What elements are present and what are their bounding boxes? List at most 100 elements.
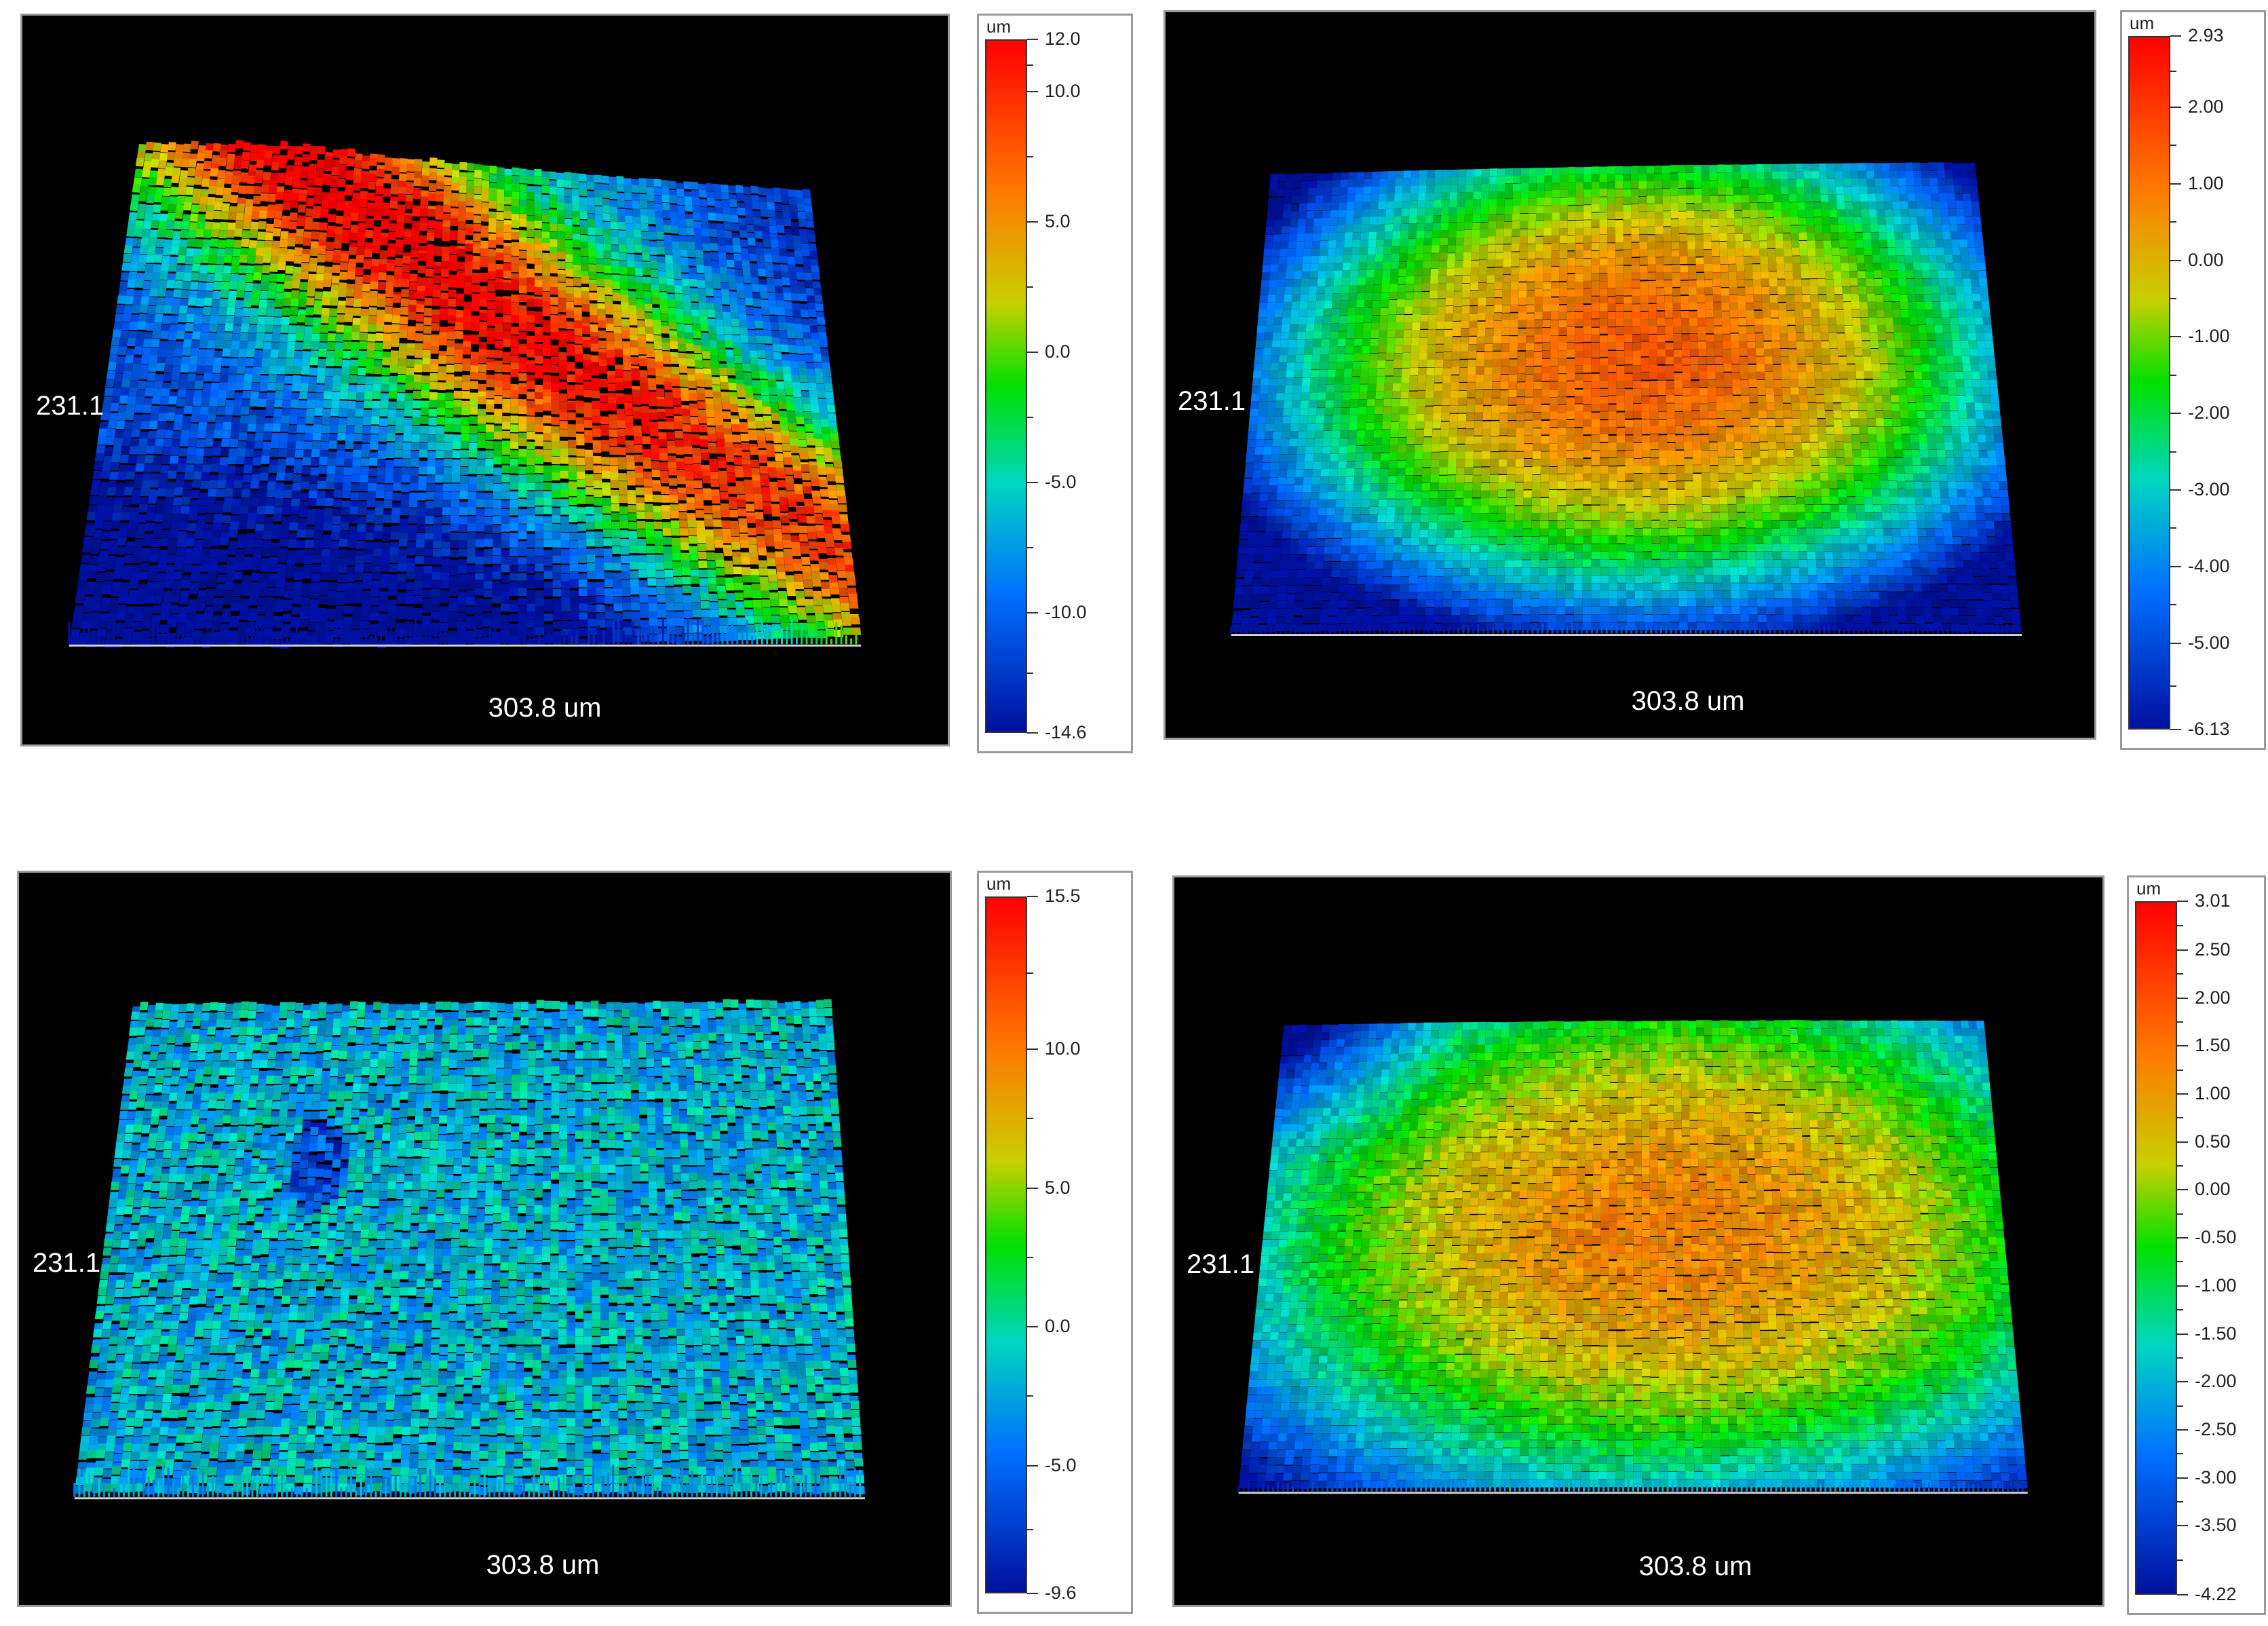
- surface-cell: [239, 333, 249, 341]
- surface-cell: [341, 360, 351, 368]
- surface-cell: [241, 489, 250, 498]
- surface-cell: [691, 181, 699, 190]
- surface-cell: [675, 301, 684, 309]
- surface-cell: [774, 453, 784, 461]
- surface-cell: [227, 382, 236, 391]
- surface-cell: [455, 322, 463, 330]
- surface-cell: [193, 248, 203, 257]
- surface-cell: [526, 349, 535, 358]
- surface-cell: [518, 364, 527, 373]
- surface-cell: [721, 520, 731, 529]
- surface-cell: [704, 379, 713, 387]
- surface-cell: [725, 447, 734, 455]
- surface-cell: [315, 177, 324, 186]
- surface-cell: [624, 415, 634, 423]
- surface-cell: [135, 220, 145, 229]
- surface-cell: [467, 172, 475, 181]
- surface-cell: [272, 417, 282, 426]
- surface-cell: [256, 506, 266, 514]
- surface-cell: [370, 265, 379, 275]
- surface-cell: [788, 499, 797, 507]
- surface-cell: [285, 570, 295, 579]
- surface-cell: [696, 527, 706, 536]
- surface-cell: [474, 178, 482, 187]
- surface-cell: [164, 430, 174, 439]
- surface-cell: [602, 198, 610, 207]
- surface-cell: [177, 389, 187, 398]
- surface-cell: [232, 325, 242, 334]
- surface-cell: [362, 160, 370, 170]
- surface-cell: [121, 446, 130, 455]
- surface-cell: [280, 423, 290, 432]
- surface-cell: [476, 459, 486, 468]
- surface-cell: [93, 587, 104, 596]
- surface-cell: [216, 178, 225, 187]
- surface-cell: [519, 259, 527, 268]
- surface-cell: [672, 390, 681, 398]
- surface-cell: [773, 360, 783, 368]
- surface-cell: [302, 457, 311, 466]
- surface-cell: [834, 548, 845, 556]
- surface-cell: [307, 273, 317, 282]
- surface-cell: [799, 303, 808, 311]
- surface-cell: [655, 368, 664, 377]
- surface-cell: [152, 605, 162, 613]
- surface-cell: [275, 204, 284, 212]
- surface-cell: [727, 274, 736, 283]
- surface-cell: [668, 455, 676, 464]
- surface-cell: [830, 510, 840, 518]
- surface-cell: [231, 175, 240, 185]
- surface-cell: [586, 548, 596, 557]
- surface-cell: [698, 295, 707, 303]
- surface-cell: [769, 592, 779, 601]
- surface-cell: [235, 289, 245, 298]
- surface-cell: [697, 392, 706, 401]
- surface-cell: [713, 529, 723, 537]
- surface-cell: [783, 218, 792, 227]
- surface-cell: [579, 597, 588, 605]
- surface-cell: [803, 332, 811, 340]
- surface-cell: [114, 497, 124, 506]
- surface-cell: [84, 586, 95, 594]
- surface-cell: [324, 162, 332, 172]
- surface-cell: [241, 160, 250, 169]
- surface-cell: [124, 296, 134, 305]
- surface-cell: [685, 464, 693, 472]
- surface-cell: [518, 345, 527, 354]
- surface-cell: [526, 229, 535, 238]
- surface-cell: [626, 238, 634, 246]
- surface-cell: [196, 596, 206, 605]
- surface-cell: [444, 442, 453, 451]
- surface-cell: [130, 380, 139, 389]
- surface-cell: [676, 470, 686, 478]
- surface-cell: [428, 426, 437, 435]
- surface-cell: [145, 263, 154, 273]
- surface-cell: [463, 335, 472, 343]
- surface-cell: [681, 278, 690, 287]
- surface-cell: [777, 242, 786, 250]
- surface-cell: [176, 195, 185, 205]
- surface-cell: [334, 234, 343, 243]
- surface-cell: [263, 531, 273, 540]
- surface-cell: [435, 467, 444, 476]
- surface-cell: [598, 340, 607, 349]
- surface-cell: [685, 204, 693, 212]
- surface-cell: [301, 358, 311, 367]
- surface-cell: [142, 473, 152, 482]
- surface-cell: [790, 286, 799, 295]
- surface-cell: [426, 475, 436, 484]
- surface-cell: [832, 532, 843, 541]
- surface-cell: [759, 466, 769, 474]
- surface-cell: [362, 590, 371, 599]
- surface-cell: [636, 497, 645, 506]
- surface-cell: [310, 467, 320, 476]
- surface-cell: [109, 531, 119, 540]
- surface-cell: [316, 491, 326, 499]
- surface-cell: [324, 253, 333, 262]
- surface-cell: [317, 254, 326, 263]
- surface-viewport-1[interactable]: 231.1 303.8 um: [20, 14, 950, 746]
- surface-cell: [342, 490, 351, 499]
- surface-cell: [421, 190, 429, 199]
- surface-cell: [518, 373, 527, 381]
- surface-cell: [475, 564, 484, 573]
